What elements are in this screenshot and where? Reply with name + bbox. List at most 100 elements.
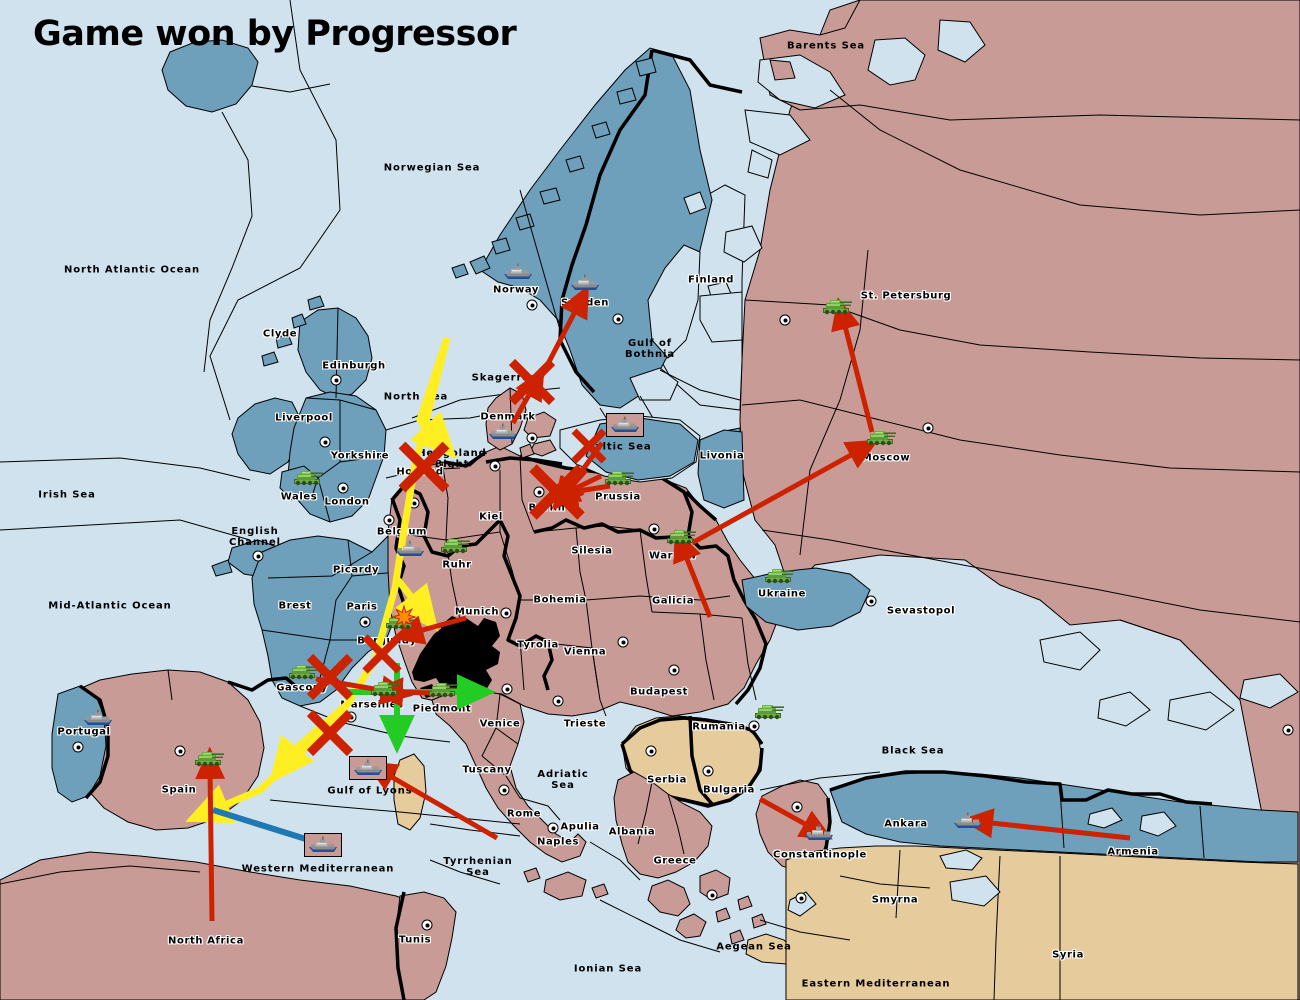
supply-center-rome[interactable] <box>498 784 510 796</box>
province-label-london: London <box>324 496 370 508</box>
supply-center-norway[interactable] <box>526 299 538 311</box>
supply-center-munich[interactable] <box>500 607 512 619</box>
region-ukraine-water <box>741 567 871 631</box>
sea-label-skagerrack: Skagerrack <box>471 372 545 384</box>
supply-center-ankara[interactable] <box>1282 724 1294 736</box>
province-label-ruhr: Ruhr <box>442 559 472 571</box>
province-label-holland: Holland <box>396 466 444 478</box>
unit-fleet-norway[interactable] <box>502 263 534 281</box>
province-label-bulgaria: Bulgaria <box>703 784 755 796</box>
unit-army-spain[interactable] <box>193 750 225 768</box>
unit-fleet-belgium[interactable] <box>394 540 426 558</box>
sea-label-tyrrhenian-sea: Tyrrhenian Sea <box>443 856 513 878</box>
supply-center-paris[interactable] <box>359 616 371 628</box>
supply-center-portugal[interactable] <box>72 741 84 753</box>
province-label-kiel: Kiel <box>479 511 503 523</box>
province-label-budapest: Budapest <box>629 686 689 698</box>
supply-center-greece[interactable] <box>706 889 718 901</box>
supply-center-trieste[interactable] <box>552 695 564 707</box>
supply-center-venice[interactable] <box>501 683 513 695</box>
unit-army-piedmont[interactable] <box>427 681 459 699</box>
supply-center-holland[interactable] <box>408 497 420 509</box>
supply-center-sevastopol[interactable] <box>865 595 877 607</box>
supply-center-berlin[interactable] <box>533 486 545 498</box>
province-label-galicia: Galicia <box>651 595 695 607</box>
supply-center-rumania[interactable] <box>748 720 760 732</box>
province-label-yorkshire: Yorkshire <box>330 450 390 462</box>
province-label-finland: Finland <box>687 274 735 286</box>
province-label-spain: Spain <box>161 784 197 796</box>
supply-center-london[interactable] <box>337 482 349 494</box>
supply-center-spain[interactable] <box>174 745 186 757</box>
unit-fleet-gulf-of-lyons-dislodged[interactable] <box>349 756 387 780</box>
region-livonia-shade <box>697 429 745 509</box>
supply-center-vienna[interactable] <box>617 636 629 648</box>
unit-fleet-ankara[interactable] <box>952 812 984 830</box>
province-label-north-africa: North Africa <box>168 935 244 947</box>
province-label-naples: Naples <box>536 836 580 848</box>
unit-army-prussia[interactable] <box>603 469 635 487</box>
province-label-greece: Greece <box>653 855 697 867</box>
supply-center-denmark[interactable] <box>526 432 538 444</box>
region-balkans <box>613 715 837 973</box>
unit-fleet-baltic-sea-dislodged[interactable] <box>606 413 644 437</box>
supply-center-warsaw[interactable] <box>648 523 660 535</box>
region-turkey <box>755 770 1299 1000</box>
province-label-armenia: Armenia <box>1107 846 1159 858</box>
supply-center-constantinople[interactable] <box>791 801 803 813</box>
supply-center-finland[interactable] <box>779 314 791 326</box>
sea-label-adriatic-sea: Adriatic Sea <box>537 769 589 791</box>
unit-army-rumania[interactable] <box>753 703 785 721</box>
province-label-gascony: Gascony <box>276 682 328 694</box>
unit-fleet-sweden[interactable] <box>569 274 601 292</box>
region-north-africa <box>0 851 457 1000</box>
unit-fleet-denmark[interactable] <box>487 423 519 441</box>
province-label-livonia: Livonia <box>699 450 745 462</box>
unit-army-ukraine[interactable] <box>763 567 795 585</box>
supply-center-moscow[interactable] <box>922 422 934 434</box>
supply-center-smyrna[interactable] <box>795 892 807 904</box>
unit-army-ruhr[interactable] <box>439 537 471 555</box>
province-label-brest: Brest <box>278 600 312 612</box>
sea-label-black-sea: Black Sea <box>881 745 945 757</box>
unit-army-st-petersburg[interactable] <box>821 298 853 316</box>
province-label-venice: Venice <box>479 718 521 730</box>
unit-fleet-portugal[interactable] <box>82 709 114 727</box>
province-label-vienna: Vienna <box>563 646 607 658</box>
unit-fleet-constantinople[interactable] <box>803 824 835 842</box>
supply-center-budapest[interactable] <box>668 664 680 676</box>
supply-center-kiel[interactable] <box>489 460 501 472</box>
supply-center-tunis[interactable] <box>421 919 433 931</box>
unit-army-warsaw[interactable] <box>665 528 697 546</box>
province-label-tuscany: Tuscany <box>462 764 512 776</box>
sea-label-aegean-sea: Aegean Sea <box>716 941 792 953</box>
province-label-silesia: Silesia <box>571 545 613 557</box>
province-label-liverpool: Liverpool <box>275 412 333 424</box>
supply-center-serbia[interactable] <box>645 745 657 757</box>
sea-label-ionian-sea: Ionian Sea <box>573 963 643 975</box>
supply-center-marseilles[interactable] <box>345 711 357 723</box>
sea-label-north-sea: North Sea <box>383 391 449 403</box>
supply-center-naples[interactable] <box>547 822 559 834</box>
supply-center-edinburgh[interactable] <box>330 374 342 386</box>
supply-center-belgium[interactable] <box>383 514 395 526</box>
supply-center-liverpool[interactable] <box>319 436 331 448</box>
province-label-denmark: Denmark <box>480 411 536 423</box>
unit-army-marseilles[interactable] <box>369 680 401 698</box>
unit-army-moscow[interactable] <box>865 429 897 447</box>
sea-label-irish-sea: Irish Sea <box>38 489 96 501</box>
supply-center-sweden[interactable] <box>612 313 624 325</box>
unit-army-burgundy[interactable] <box>384 613 416 631</box>
province-label-tunis: Tunis <box>398 934 432 946</box>
province-label-rumania: Rumania <box>692 721 746 733</box>
unit-fleet-western-med-dislodged[interactable] <box>304 833 342 857</box>
supply-center-brest[interactable] <box>252 550 264 562</box>
supply-center-bulgaria[interactable] <box>702 765 714 777</box>
province-label-portugal: Portugal <box>57 726 111 738</box>
province-label-constantinople: Constantinople <box>773 849 867 861</box>
unit-army-wales[interactable] <box>292 469 324 487</box>
province-label-norway: Norway <box>493 284 539 296</box>
unit-army-gascony[interactable] <box>287 663 319 681</box>
